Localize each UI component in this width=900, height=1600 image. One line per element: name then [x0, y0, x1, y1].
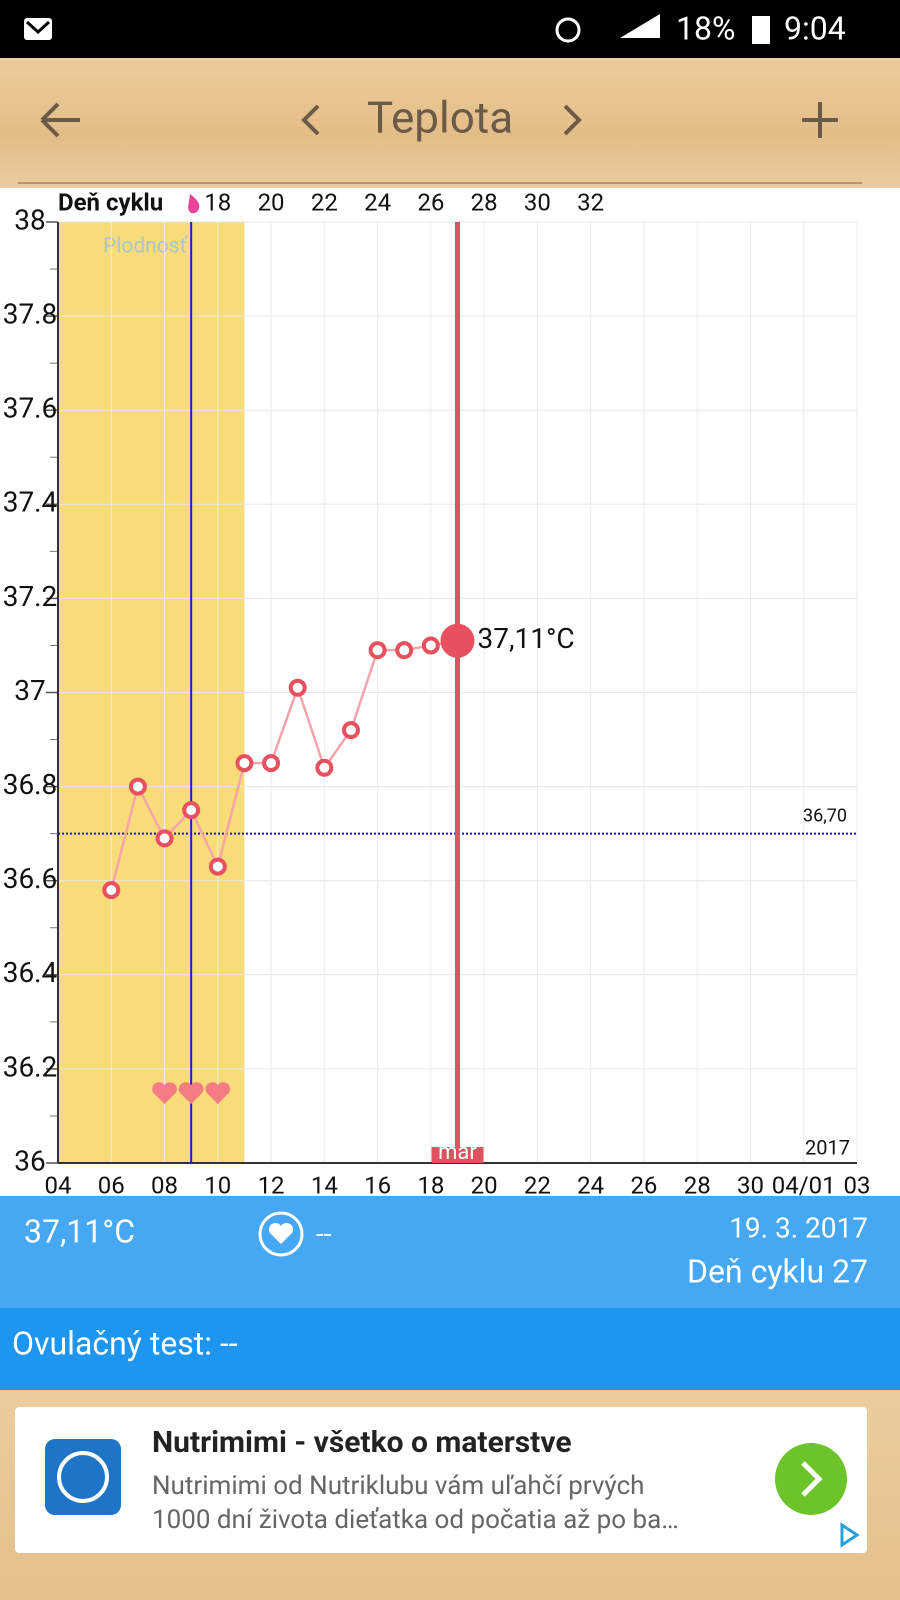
heart-icon — [205, 1082, 231, 1104]
x-tick-label: 30 — [737, 1171, 764, 1196]
heart-icon — [178, 1082, 204, 1104]
alarm-icon — [555, 17, 581, 43]
status-bar: 18% 9:04 — [0, 0, 900, 58]
ad-button[interactable] — [775, 1443, 847, 1515]
top-tick-label: 20 — [258, 188, 285, 216]
info-panel: 37,11°C -- 19. 3. 2017 Deň cyklu 27 — [0, 1196, 900, 1308]
y-tick-label: 36.6 — [3, 862, 58, 895]
heart-icon — [152, 1082, 177, 1104]
x-tick-label: 03 — [844, 1171, 871, 1196]
x-tick-label: 28 — [684, 1171, 711, 1196]
y-tick-label: 37 — [14, 674, 45, 707]
toolbar: Teplota — [0, 58, 900, 188]
toolbar-title: Teplota — [367, 92, 513, 144]
battery-icon — [752, 16, 770, 44]
heart-button[interactable] — [258, 1211, 304, 1257]
ad-area: Nutrimimi - všetko o materstve Nutrimimi… — [0, 1390, 900, 1600]
next-button[interactable] — [563, 104, 582, 136]
data-point — [288, 678, 307, 697]
data-point — [368, 641, 387, 660]
year-label: 2017 — [805, 1135, 850, 1159]
x-tick-label: 08 — [151, 1171, 178, 1196]
data-point — [262, 754, 281, 773]
x-tick-label: 24 — [577, 1171, 604, 1196]
temperature-chart: Plodnosť 36 36.2 36.4 36.6 36.8 37 37.2 37.4 37.6… — [3, 188, 871, 1196]
add-button[interactable] — [802, 102, 838, 138]
data-point — [235, 754, 254, 773]
intercourse-status: -- — [316, 1217, 332, 1250]
temperature-value: 37,11°C — [24, 1212, 135, 1250]
adchoices-icon[interactable] — [840, 1522, 860, 1548]
y-tick-label: 37.6 — [3, 392, 58, 425]
x-tick-label: 22 — [524, 1171, 551, 1196]
x-tick-label: 18 — [417, 1171, 444, 1196]
x-tick-label: 06 — [98, 1171, 125, 1196]
value-label: 37,11°C — [478, 622, 575, 655]
data-point — [102, 881, 121, 900]
battery-text: 18% — [676, 9, 735, 47]
x-tick-label: 04/01 — [772, 1171, 836, 1196]
x-tick-label: 12 — [258, 1171, 285, 1196]
data-point — [341, 721, 360, 740]
cycle-day: Deň cyklu 27 — [687, 1252, 868, 1290]
top-tick-label: 22 — [311, 188, 338, 216]
y-tick-label: 36.2 — [3, 1050, 58, 1083]
signal-icon — [620, 14, 660, 38]
reference-label: 36,70 — [803, 805, 847, 826]
x-tick-label: 20 — [471, 1171, 498, 1196]
data-point — [315, 758, 334, 777]
prev-button[interactable] — [301, 104, 320, 136]
period-drop-icon — [188, 194, 200, 214]
data-point — [128, 777, 147, 796]
y-tick-label: 38 — [14, 203, 45, 236]
top-tick-label: 28 — [471, 188, 498, 216]
cursor-label: mar — [438, 1140, 477, 1165]
data-point — [421, 636, 440, 655]
data-point — [182, 801, 201, 820]
x-tick-label: 14 — [311, 1171, 338, 1196]
data-point — [208, 857, 227, 876]
ad-card[interactable]: Nutrimimi - všetko o materstve Nutrimimi… — [15, 1407, 867, 1553]
data-point — [395, 641, 414, 660]
y-tick-label: 37.2 — [3, 580, 58, 613]
ad-title: Nutrimimi - všetko o materstve — [152, 1425, 572, 1460]
top-axis-label: Deň cyklu — [58, 188, 163, 216]
y-tick-label: 36 — [14, 1144, 45, 1177]
x-tick-label: 16 — [364, 1171, 391, 1196]
y-tick-label: 37.4 — [3, 486, 58, 519]
ad-text-1: Nutrimimi od Nutriklubu vám uľahčí prvýc… — [152, 1471, 645, 1501]
y-tick-label: 36.4 — [3, 956, 58, 989]
ad-icon — [45, 1439, 121, 1515]
clock: 9:04 — [784, 9, 846, 47]
ovulation-test: Ovulačný test: -- — [12, 1324, 238, 1362]
top-tick-label: 24 — [364, 188, 391, 216]
x-tick-label: 04 — [45, 1171, 72, 1196]
ovulation-content: Ovulačný test: -- — [12, 1324, 238, 1362]
ad-content: Nutrimimi - všetko o materstve Nutrimimi… — [45, 1425, 860, 1548]
info-content: 37,11°C -- 19. 3. 2017 Deň cyklu 27 — [24, 1211, 868, 1290]
y-tick-label: 36.8 — [3, 768, 58, 801]
x-tick-label: 26 — [630, 1171, 657, 1196]
top-tick-label: 26 — [417, 188, 444, 216]
ad-text-2: 1000 dní života dieťatka od počatia až p… — [152, 1505, 679, 1535]
status-icons: 18% 9:04 — [24, 9, 846, 47]
toolbar-icons: Teplota — [18, 92, 862, 184]
date: 19. 3. 2017 — [729, 1211, 868, 1244]
top-tick-label: 32 — [577, 188, 604, 216]
data-point — [155, 829, 174, 848]
mail-icon — [24, 18, 52, 40]
x-tick-label: 10 — [204, 1171, 231, 1196]
ovulation-test-bar[interactable]: Ovulačný test: -- — [0, 1308, 900, 1390]
top-tick-label: 30 — [524, 188, 551, 216]
fertile-label: Plodnosť — [103, 235, 188, 259]
top-tick-label: 18 — [204, 188, 231, 216]
back-button[interactable] — [40, 102, 80, 138]
selected-point — [440, 623, 475, 658]
cursor-label-bg — [431, 1147, 484, 1163]
y-tick-label: 37.8 — [3, 297, 58, 330]
